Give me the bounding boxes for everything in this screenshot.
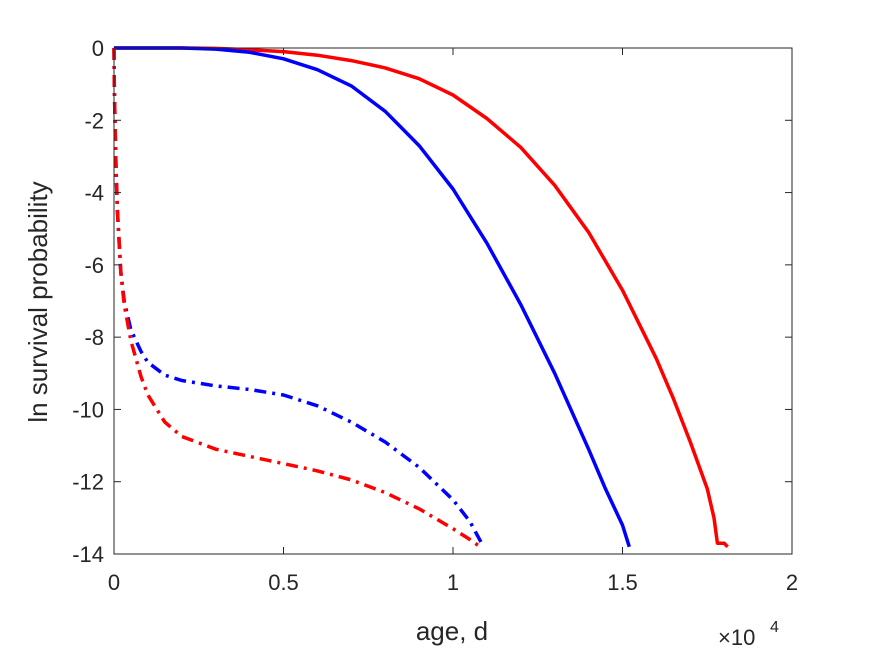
y-tick-label: -12 xyxy=(72,470,104,495)
x-tick-label: 1 xyxy=(447,570,459,595)
x-axis-exponent: ×10 4 xyxy=(718,619,779,650)
y-tick-label: -4 xyxy=(84,181,104,206)
y-axis-label: ln survival probability xyxy=(23,181,53,422)
y-tick-label: 0 xyxy=(92,36,104,61)
x-tick-label: 0.5 xyxy=(268,570,299,595)
x-tick-label: 0 xyxy=(108,570,120,595)
y-axis-ticks: 0 -2 -4 -6 -8 -10 -12 -14 xyxy=(72,36,792,567)
x-tick-label: 1.5 xyxy=(607,570,638,595)
x-axis-ticks: 0 0.5 1 1.5 2 xyxy=(108,48,798,595)
series-line-2 xyxy=(114,46,631,548)
y-tick-label: -6 xyxy=(84,253,104,278)
y-tick-label: -10 xyxy=(72,397,104,422)
y-tick-label: -8 xyxy=(84,325,104,350)
x-tick-label: 2 xyxy=(786,570,798,595)
series-line-1 xyxy=(114,46,729,549)
y-tick-label: -14 xyxy=(72,542,104,567)
series-line-4 xyxy=(112,47,482,549)
x-exponent-base: ×10 xyxy=(718,625,755,650)
x-axis-label: age, d xyxy=(416,616,488,646)
y-tick-label: -2 xyxy=(84,108,104,133)
plot-lines xyxy=(112,46,729,549)
x-exponent-power: 4 xyxy=(770,619,779,636)
